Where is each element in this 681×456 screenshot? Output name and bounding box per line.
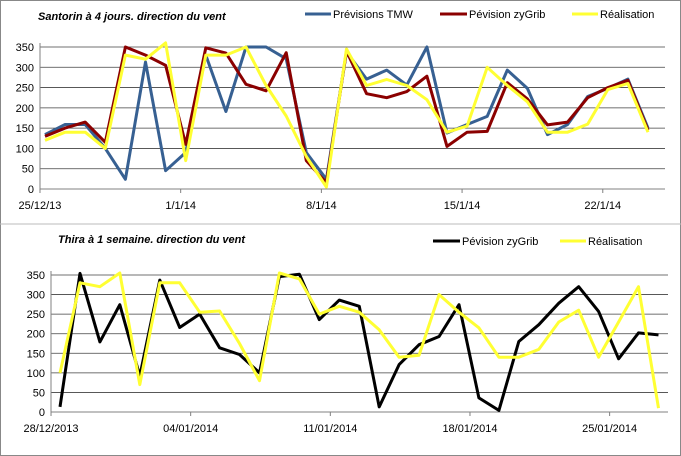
x-tick-label: 25/12/13	[19, 200, 62, 212]
x-tick-label: 25/01/2014	[582, 423, 637, 435]
chart-santorin: Santorin à 4 jours. direction du vent 0 50…	[16, 9, 665, 212]
y-tick-label: 300	[16, 62, 34, 74]
legend-label: Pévision zyGrib	[462, 236, 538, 248]
y-tick-label: 350	[27, 270, 45, 282]
x-tick-label: 8/1/14	[306, 200, 337, 212]
series-line-p-vision-zygrib	[58, 271, 659, 412]
legend-label: Réalisation	[588, 236, 642, 248]
y-tick-label: 0	[28, 184, 34, 196]
x-tick-label: 15/1/14	[444, 200, 481, 212]
x-tick-label: 22/1/14	[584, 200, 621, 212]
y-tick-label: 150	[27, 348, 45, 360]
y-tick-label: 150	[16, 123, 34, 135]
x-tick-label: 04/01/2014	[163, 423, 218, 435]
y-tick-label: 250	[16, 83, 34, 95]
series-line-r-alisation	[58, 271, 660, 409]
legend-label: Prévisions TMW	[333, 9, 413, 21]
chart-title: Thira à 1 semaine. direction du vent	[58, 234, 246, 246]
x-tick-label: 1/1/14	[165, 200, 196, 212]
series-line-r-alisation	[44, 41, 650, 189]
x-tick-label: 11/01/2014	[303, 423, 357, 435]
y-tick-label: 250	[27, 309, 45, 321]
y-tick-label: 50	[33, 387, 45, 399]
y-tick-label: 50	[22, 164, 34, 176]
y-tick-label: 350	[16, 42, 34, 54]
y-tick-label: 0	[39, 407, 45, 419]
chart-thira: Thira à 1 semaine. direction du vent 0 50 1…	[23, 234, 668, 435]
x-tick-label: 28/12/2013	[23, 423, 78, 435]
y-tick-label: 200	[16, 103, 34, 115]
y-tick-label: 200	[27, 329, 45, 341]
y-tick-label: 100	[27, 368, 45, 380]
chart-title: Santorin à 4 jours. direction du vent	[38, 11, 227, 23]
x-tick-label: 18/01/2014	[442, 423, 497, 435]
legend-label: Pévision zyGrib	[469, 9, 545, 21]
y-tick-label: 100	[16, 143, 34, 155]
y-tick-label: 300	[27, 290, 45, 302]
legend-label: Réalisation	[600, 9, 654, 21]
